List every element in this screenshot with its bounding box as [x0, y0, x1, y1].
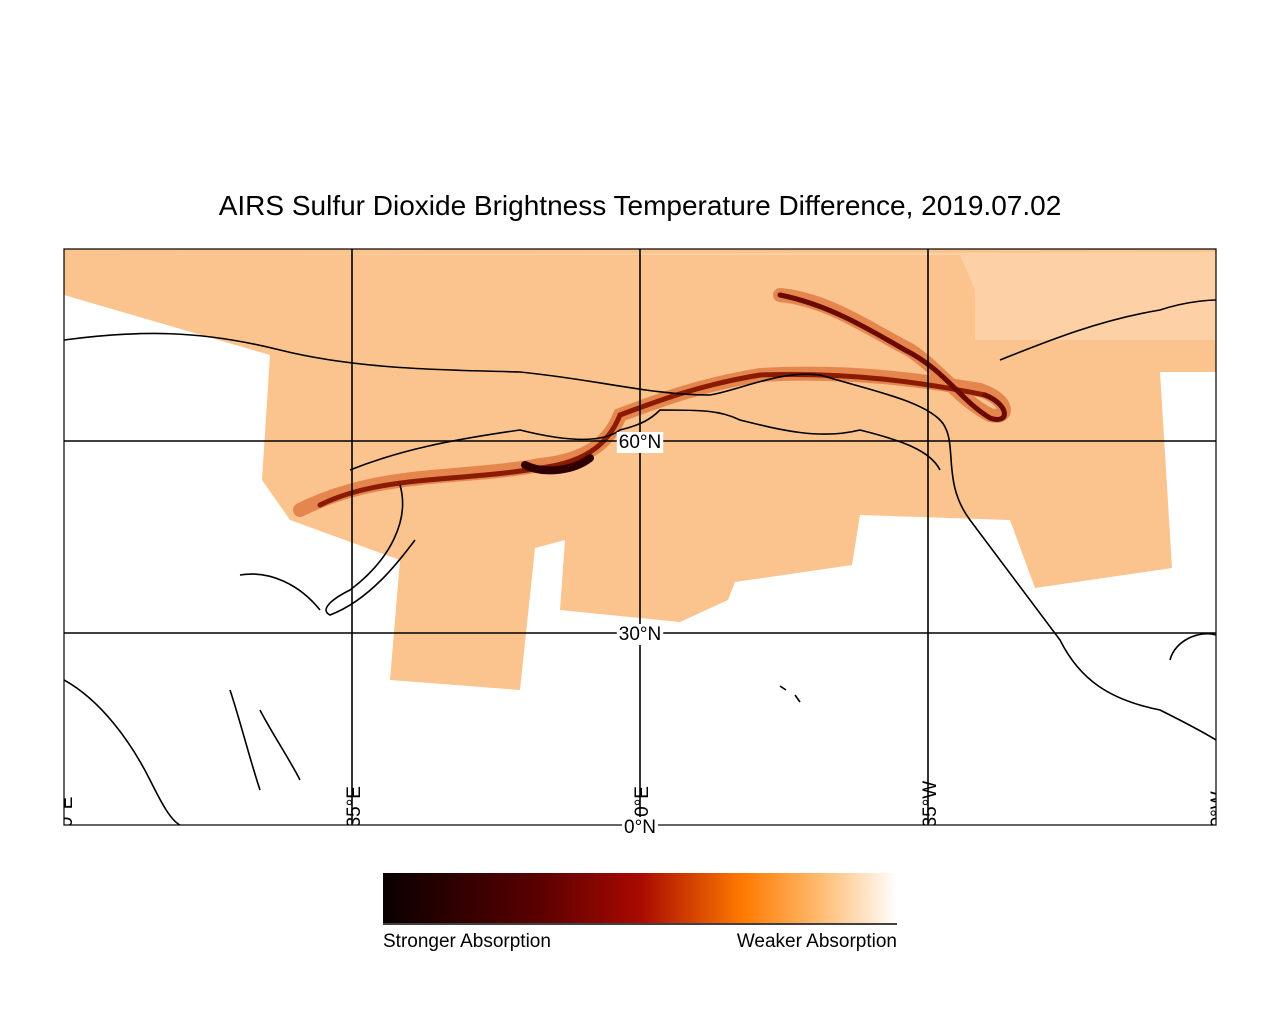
lat-label-bg — [616, 624, 664, 645]
lat-label: 0°N — [624, 817, 656, 838]
lon-label: 180°E — [632, 786, 653, 838]
so2-plume — [293, 288, 1011, 517]
lat-label: 60°N — [619, 432, 661, 453]
lat-labels: 60°N 30°N 0°N — [616, 432, 664, 838]
legend-high-label: Weaker Absorption — [737, 931, 897, 952]
title: AIRS Sulfur Dioxide Brightness Temperatu… — [219, 190, 1062, 221]
lat-label-bg — [616, 432, 664, 453]
colorbar — [383, 873, 897, 923]
lon-label: 135°W — [920, 781, 941, 838]
swath-top — [64, 252, 1216, 340]
legend-low-label: Stronger Absorption — [383, 931, 551, 952]
lon-labels: 90°E 135°E 180°E 135°W 90°W — [56, 781, 1229, 838]
lon-label: 90°W — [1208, 791, 1229, 838]
map: 90°E 135°E 180°E 135°W 90°W — [56, 249, 1229, 838]
coastlines — [64, 299, 1216, 825]
lon-label: 90°E — [56, 797, 77, 838]
lon-label: 135°E — [344, 786, 365, 838]
lat-label: 30°N — [619, 624, 661, 645]
lat-label-bg — [622, 817, 658, 838]
